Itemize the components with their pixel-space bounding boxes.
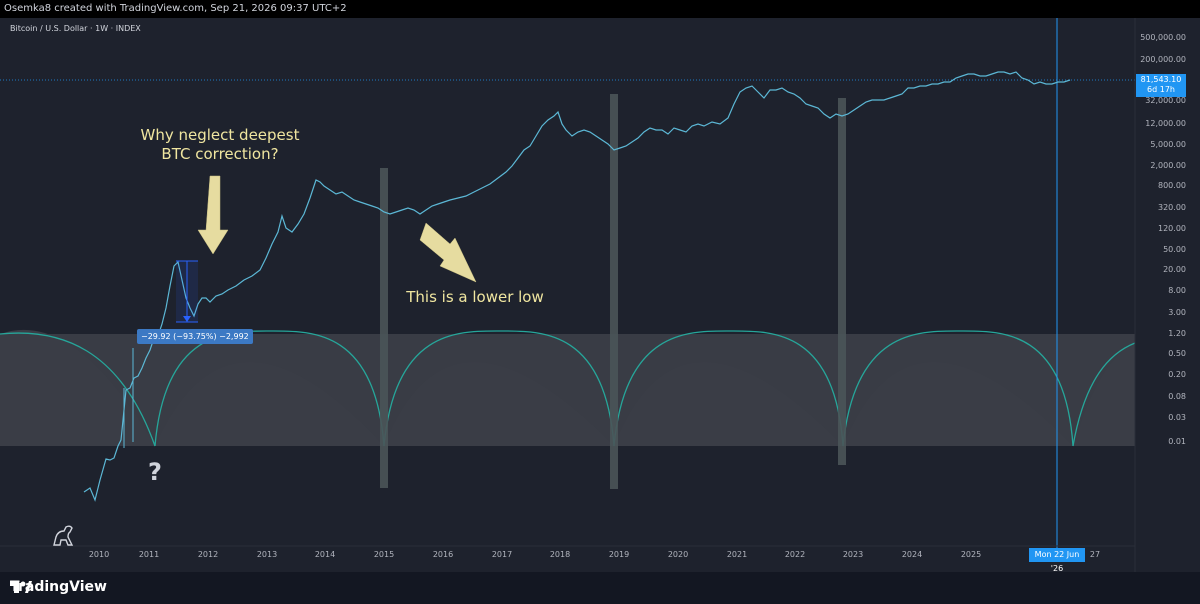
btc-price-line — [83, 71, 1071, 502]
cycle-arc-fill — [0, 329, 1135, 446]
last-price-value: 81,543.10 — [1140, 75, 1182, 84]
x-tick: 2012 — [197, 550, 219, 559]
y-tick: 2,000.00 — [1150, 161, 1186, 170]
annotation-arrow-down — [197, 175, 229, 255]
x-tick: 2018 — [549, 550, 571, 559]
x-tick: 27 — [1089, 550, 1101, 559]
y-tick: 0.01 — [1168, 437, 1186, 446]
y-tick: 3.00 — [1168, 308, 1186, 317]
y-tick: 50.00 — [1163, 245, 1186, 254]
chart-area[interactable]: Bitcoin / U.S. Dollar · 1W · INDEX 500,0… — [0, 18, 1200, 573]
y-tick: 0.08 — [1168, 392, 1186, 401]
cycle-low-bar-2022 — [838, 98, 846, 465]
cycle-arc-2 — [154, 330, 385, 447]
y-tick: 1.20 — [1168, 329, 1186, 338]
x-tick: 2010 — [88, 550, 110, 559]
y-tick: 12,000.00 — [1145, 119, 1186, 128]
measure-arrow-head — [183, 316, 191, 322]
measure-label: −29.92 (−93.75%) −2,992 — [137, 329, 253, 344]
y-tick: 20.00 — [1163, 265, 1186, 274]
y-tick: 0.20 — [1168, 370, 1186, 379]
x-tick: 2025 — [960, 550, 982, 559]
cycle-arc-1 — [0, 332, 156, 447]
tradingview-logo-icon — [10, 581, 32, 593]
credit-text: Osemka8 created with TradingView.com, Se… — [4, 3, 347, 14]
x-tick: 2014 — [314, 550, 336, 559]
y-tick: 0.03 — [1168, 413, 1186, 422]
y-tick: 5,000.00 — [1150, 140, 1186, 149]
question-mark: ? — [148, 458, 162, 486]
cycle-arc-3 — [383, 330, 615, 447]
x-tick: 2015 — [373, 550, 395, 559]
x-tick: 2011 — [138, 550, 160, 559]
chart-svg — [0, 18, 1136, 572]
y-tick: 800.00 — [1158, 181, 1186, 190]
cycle-low-bar-2019 — [610, 94, 618, 489]
y-tick: 500,000.00 — [1140, 33, 1186, 42]
y-tick: 120.00 — [1158, 224, 1186, 233]
x-tick: 2021 — [726, 550, 748, 559]
y-tick: 8.00 — [1168, 286, 1186, 295]
tradingview-logo[interactable]: TradingView — [10, 579, 107, 595]
x-tick: 2017 — [491, 550, 513, 559]
y-tick: 320.00 — [1158, 203, 1186, 212]
symbol-title: Bitcoin / U.S. Dollar · 1W · INDEX — [10, 24, 141, 33]
x-tick: 2024 — [901, 550, 923, 559]
dinosaur-icon[interactable] — [50, 523, 80, 549]
crosshair-date-tag: Mon 22 Jun '26 — [1029, 548, 1085, 573]
cycle-low-bar-2015 — [380, 168, 388, 488]
y-tick: 200,000.00 — [1140, 55, 1186, 64]
x-tick: 2019 — [608, 550, 630, 559]
annotation-lower-low: This is a lower low — [406, 288, 544, 306]
annotation-arrow-lower-low — [419, 222, 477, 283]
x-tick: 2022 — [784, 550, 806, 559]
y-tick: 0.50 — [1168, 349, 1186, 358]
last-price-tag: 81,543.10 6d 17h — [1136, 74, 1186, 97]
annotation-question: Why neglect deepest BTC correction? — [140, 126, 300, 163]
cycle-arc-5 — [842, 330, 1074, 447]
brand-name: TradingView — [10, 579, 107, 595]
x-tick: 2023 — [842, 550, 864, 559]
cycle-arc-6 — [1072, 342, 1136, 447]
cycle-arc-4 — [613, 330, 844, 447]
x-tick: 2013 — [256, 550, 278, 559]
x-tick: 2020 — [667, 550, 689, 559]
footer-bar: TradingView — [0, 572, 1200, 604]
bar-countdown: 6d 17h — [1147, 85, 1175, 94]
x-tick: 2016 — [432, 550, 454, 559]
y-tick: 32,000.00 — [1145, 96, 1186, 105]
top-bar: Osemka8 created with TradingView.com, Se… — [0, 0, 1200, 18]
